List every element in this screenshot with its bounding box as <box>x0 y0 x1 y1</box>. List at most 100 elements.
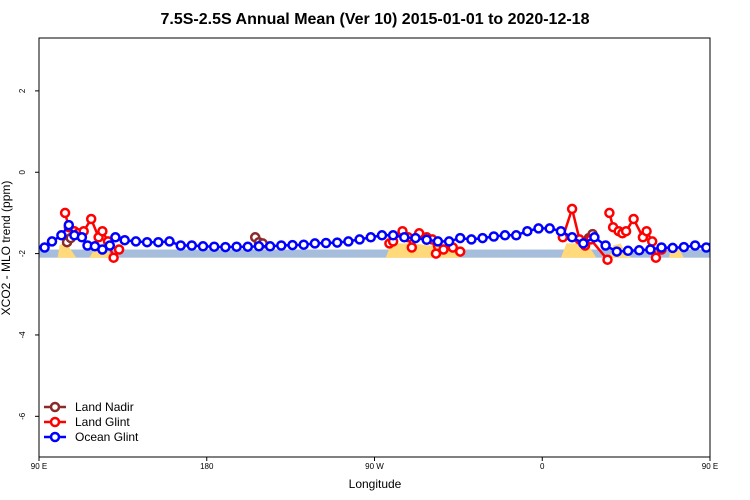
ocean-glint-point <box>443 236 455 247</box>
ocean-glint-point <box>466 234 477 245</box>
legend-item-ocean-glint: Ocean Glint <box>44 430 139 444</box>
land-glint-point <box>628 213 639 225</box>
ocean-glint-point <box>110 232 121 243</box>
ocean-glint-point <box>589 232 600 243</box>
plot-series <box>39 203 744 265</box>
ocean-glint-point <box>220 241 231 253</box>
legend-swatch-marker <box>49 431 61 443</box>
ocean-glint-point <box>510 230 522 241</box>
ocean-glint-point <box>488 231 500 242</box>
ocean-glint-point <box>164 236 175 247</box>
ocean-glint-point <box>242 241 254 252</box>
ocean-glint-point <box>141 236 153 248</box>
ocean-glint-point <box>309 238 321 249</box>
ocean-glint-point <box>331 237 343 248</box>
y-tick-label: 0 <box>18 169 27 174</box>
ocean-glint-point <box>566 232 578 243</box>
ocean-glint-point <box>736 233 744 241</box>
land-glint-point <box>97 225 108 237</box>
ocean-glint-point <box>701 242 710 253</box>
land-region <box>57 241 77 258</box>
ocean-glint-point <box>399 232 410 243</box>
land-glint-point <box>108 252 119 263</box>
legend-label: Land Nadir <box>75 400 134 414</box>
x-tick-label: 90 W <box>365 462 384 471</box>
ocean-glint-point <box>454 232 466 244</box>
ocean-glint-point <box>421 234 432 246</box>
ocean-glint-point <box>175 240 186 251</box>
land-glint-point <box>604 207 615 219</box>
ocean-glint-point <box>56 230 67 241</box>
y-tick-label: -4 <box>18 331 27 339</box>
ocean-glint-point <box>287 239 298 251</box>
x-tick-label: 0 <box>540 462 545 471</box>
ocean-glint-point <box>253 241 265 252</box>
legend-swatch-marker <box>49 416 61 428</box>
ocean-glint-point <box>555 225 567 237</box>
land-glint-point <box>113 244 125 255</box>
x-axis: 90 E 180 90 W 0 90 E <box>31 457 718 471</box>
land-glint-point <box>454 246 466 257</box>
ocean-glint-point <box>63 219 75 231</box>
ocean-glint-point <box>298 239 309 250</box>
chart-title: 7.5S-2.5S Annual Mean (Ver 10) 2015-01-0… <box>161 11 590 28</box>
y-tick-label: -6 <box>18 412 27 420</box>
y-axis-label: XCO2 - MLO trend (ppm) <box>0 181 13 316</box>
x-tick-label: 90 E <box>702 462 718 471</box>
ocean-glint-point <box>714 233 722 241</box>
ocean-glint-point <box>622 245 634 257</box>
ocean-glint-point <box>130 236 142 247</box>
ocean-glint-point <box>197 241 209 252</box>
ocean-glint-point <box>645 244 656 255</box>
legend-label: Ocean Glint <box>75 430 139 444</box>
ocean-glint-point <box>689 240 701 251</box>
ocean-glint-point <box>46 236 58 247</box>
ocean-glint-point <box>667 242 678 254</box>
legend-item-land-nadir: Land Nadir <box>44 400 134 414</box>
land-glint-point <box>566 203 578 215</box>
ocean-glint-point <box>365 232 377 243</box>
ocean-glint-point <box>522 225 533 237</box>
ocean-glint-point <box>208 241 220 252</box>
ocean-glint-point <box>432 236 444 247</box>
ocean-glint-point <box>728 231 736 239</box>
ocean-glint-point <box>231 241 242 252</box>
ocean-glint-point <box>499 230 511 241</box>
legend-swatch-marker <box>49 401 61 413</box>
land-glint-point <box>59 207 71 219</box>
ocean-band <box>39 249 710 258</box>
y-axis: 2 0 -2 -4 -6 <box>18 88 39 420</box>
ocean-glint-point <box>544 223 555 234</box>
ocean-glint-point <box>678 241 690 253</box>
ocean-glint-series <box>39 219 744 257</box>
ocean-glint-point <box>153 236 164 248</box>
ocean-glint-point <box>611 246 623 257</box>
ocean-glint-point <box>76 232 88 243</box>
ocean-glint-point <box>354 234 365 245</box>
ocean-glint-point <box>387 230 399 241</box>
ocean-glint-point <box>39 242 50 253</box>
y-tick-label: -2 <box>18 250 27 258</box>
land-glint-point <box>602 254 613 265</box>
ocean-glint-point <box>343 236 354 247</box>
land-glint-point <box>406 242 418 253</box>
x-tick-label: 180 <box>200 462 214 471</box>
ocean-glint-point <box>578 238 589 249</box>
land-glint-point <box>646 236 658 247</box>
land-glint-point <box>85 213 97 225</box>
land-glint-point <box>641 225 652 237</box>
ocean-glint-point <box>656 242 667 253</box>
ocean-glint-point <box>186 240 198 251</box>
land-glint-point <box>438 244 449 255</box>
ocean-glint-point <box>721 221 729 229</box>
land-glint-point <box>430 248 442 259</box>
ocean-glint-point <box>276 240 287 251</box>
legend-item-land-glint: Land Glint <box>44 415 130 429</box>
ocean-glint-point <box>376 230 388 241</box>
y-tick-label: 2 <box>18 88 27 93</box>
land-glint-point <box>650 252 662 263</box>
ocean-glint-point <box>119 234 130 246</box>
x-axis-label: Longitude <box>349 477 402 491</box>
